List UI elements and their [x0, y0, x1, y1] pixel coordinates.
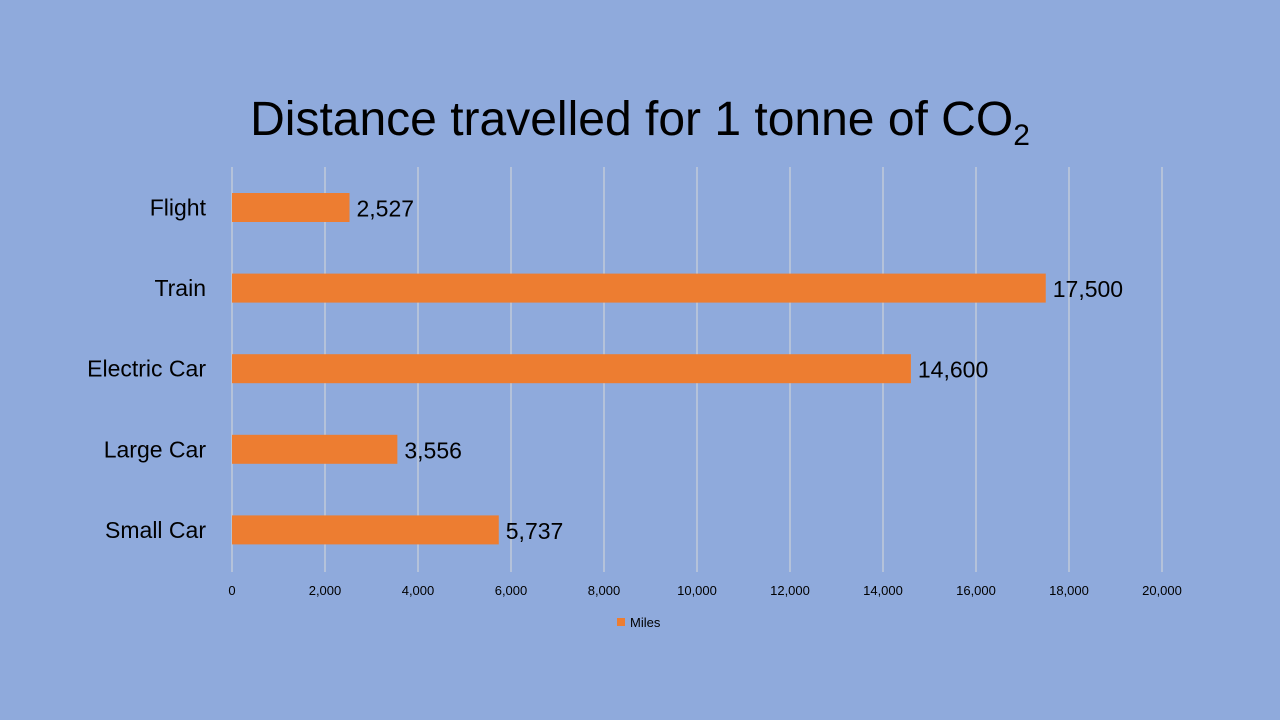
data-label: 17,500 — [1053, 276, 1123, 302]
category-label: Train — [154, 275, 206, 301]
legend-label: Miles — [630, 615, 661, 630]
category-label: Small Car — [105, 517, 206, 543]
bar-small-car — [232, 515, 499, 545]
legend: Miles — [617, 615, 661, 630]
bars — [232, 193, 1046, 545]
x-axis-ticks: 0 2,000 4,000 6,000 8,000 10,000 12,000 14,000 1… — [228, 583, 1182, 598]
chart-title: Distance travelled for 1 tonne of CO2 — [0, 88, 1280, 168]
x-tick-label: 10,000 — [677, 583, 717, 598]
x-tick-label: 8,000 — [588, 583, 621, 598]
bar-train — [232, 273, 1046, 303]
x-tick-label: 16,000 — [956, 583, 996, 598]
category-label: Electric Car — [87, 356, 206, 382]
x-tick-label: 2,000 — [309, 583, 342, 598]
data-label: 14,600 — [918, 357, 988, 383]
x-tick-label: 18,000 — [1049, 583, 1089, 598]
category-labels: Flight Train Electric Car Large Car Small Ca… — [87, 195, 206, 543]
legend-swatch — [617, 618, 625, 626]
x-tick-label: 4,000 — [402, 583, 435, 598]
x-tick-label: 14,000 — [863, 583, 903, 598]
data-label: 5,737 — [506, 518, 564, 544]
chart-title-subscript: 2 — [1013, 119, 1030, 152]
x-tick-label: 6,000 — [495, 583, 528, 598]
category-label: Flight — [150, 195, 207, 221]
data-label: 3,556 — [404, 437, 462, 463]
chart-title-text: Distance travelled for 1 tonne of CO — [250, 93, 1014, 146]
x-tick-label: 12,000 — [770, 583, 810, 598]
x-tick-label: 0 — [228, 583, 235, 598]
bar-flight — [232, 193, 350, 222]
x-tick-label: 20,000 — [1142, 583, 1182, 598]
bar-electric-car — [232, 354, 911, 384]
bar-large-car — [232, 434, 398, 464]
data-labels: 2,527 17,500 14,600 3,556 5,737 — [357, 196, 1124, 544]
category-label: Large Car — [104, 436, 207, 462]
data-label: 2,527 — [357, 196, 415, 222]
